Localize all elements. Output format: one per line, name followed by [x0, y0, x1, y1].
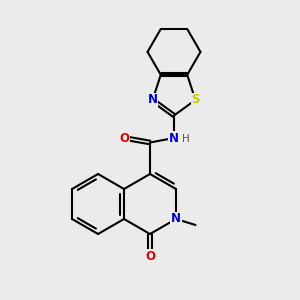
- Text: N: N: [171, 212, 181, 226]
- Text: S: S: [191, 94, 200, 106]
- Text: O: O: [119, 131, 130, 145]
- Text: N: N: [169, 131, 179, 145]
- Text: O: O: [145, 250, 155, 263]
- Text: H: H: [182, 134, 189, 145]
- Text: N: N: [148, 94, 158, 106]
